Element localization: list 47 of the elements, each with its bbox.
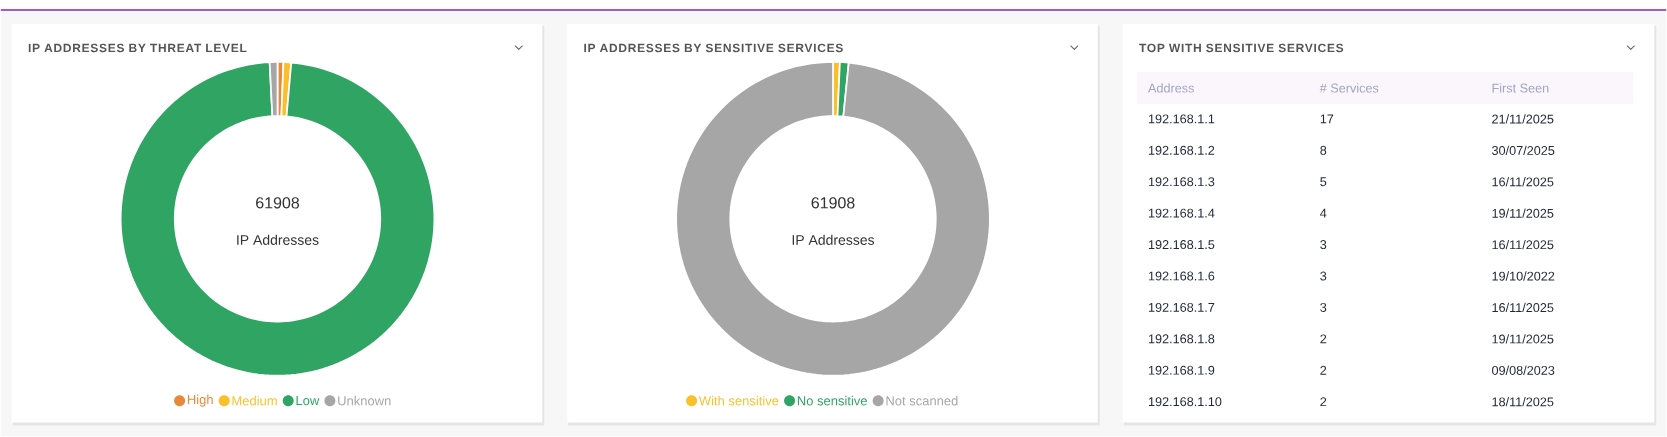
- text: 30/07/2025: [1492, 145, 1555, 156]
- text: 16/11/2025: [1492, 177, 1554, 187]
- text: 19/11/2025: [1492, 334, 1554, 344]
- text: 17: [1320, 114, 1334, 124]
- legend-label: No sensitive: [797, 396, 867, 406]
- text: 192.168.1.7: [1148, 303, 1215, 313]
- chart-title: IP ADDRESSES BY THREAT LEVEL: [28, 43, 247, 53]
- text: 4: [1320, 208, 1327, 218]
- text: 19/11/2025: [1492, 208, 1554, 218]
- category-label: First Seen: [1492, 83, 1549, 93]
- text: 09/08/2023: [1492, 365, 1555, 376]
- legend-label: Low: [296, 396, 320, 406]
- legend-label: Not scanned: [886, 396, 958, 406]
- text: 5: [1320, 177, 1327, 187]
- category-label: # Services: [1319, 83, 1379, 93]
- legend-label: High: [187, 394, 213, 407]
- text: 16/11/2025: [1492, 302, 1554, 313]
- text: 192.168.1.9: [1148, 365, 1215, 375]
- legend-label: Unknown: [338, 396, 391, 406]
- text: 16/11/2025: [1492, 240, 1554, 250]
- text: 21/11/2025: [1492, 114, 1554, 124]
- text: 2: [1320, 397, 1327, 407]
- text: 61908: [811, 197, 855, 209]
- legend-label: With sensitive: [698, 396, 779, 406]
- text: 61908: [256, 197, 300, 209]
- text: 192.168.1.4: [1148, 208, 1215, 218]
- text: 192.168.1.8: [1148, 334, 1215, 344]
- text: 192.168.1.5: [1148, 240, 1215, 250]
- text: 3: [1320, 240, 1327, 250]
- text: 192.168.1.3: [1148, 177, 1215, 187]
- category-label: Address: [1148, 83, 1194, 93]
- text: 3: [1320, 303, 1327, 313]
- text: 192.168.1.2: [1148, 146, 1215, 155]
- text: 3: [1320, 271, 1327, 281]
- text: IP Addresses: [237, 234, 319, 246]
- text: 18/11/2025: [1492, 397, 1554, 407]
- text: IP Addresses: [792, 234, 875, 246]
- text: 19/10/2022: [1492, 271, 1555, 281]
- text: 192.168.1.6: [1148, 271, 1215, 281]
- text: 2: [1320, 366, 1327, 375]
- chart-title: IP ADDRESSES BY SENSITIVE SERVICES: [584, 43, 843, 53]
- text: 192.168.1.1: [1148, 114, 1215, 124]
- text: 2: [1320, 334, 1327, 344]
- text: TOP WITH SENSITIVE SERVICES: [1139, 43, 1344, 53]
- text: 192.168.1.10: [1148, 397, 1222, 407]
- text: 8: [1320, 146, 1327, 155]
- legend-label: Medium: [232, 396, 277, 406]
